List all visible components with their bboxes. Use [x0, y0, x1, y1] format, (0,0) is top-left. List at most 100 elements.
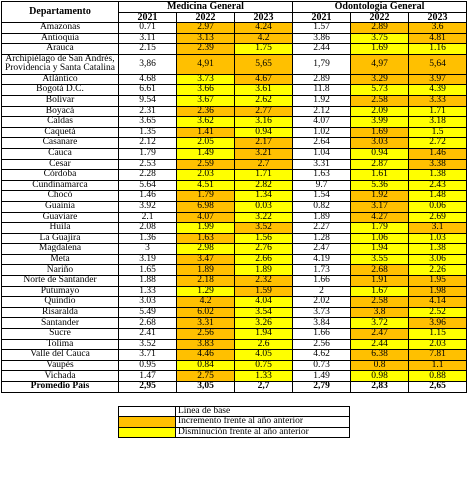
- value-cell: 1.36: [118, 232, 177, 245]
- value-cell: 1.59: [234, 285, 293, 298]
- department-cell: Tolima: [1, 338, 119, 351]
- value-cell: 4.51: [176, 179, 235, 192]
- table-row: Vaupés 0.95 0.84 0.75 0.73 0.8 1.1: [1, 359, 467, 372]
- value-cell: 3.66: [176, 84, 235, 96]
- value-cell: 1.5: [408, 126, 467, 139]
- table-row: Bolívar 9.54 3.67 2.62 1.92 2.58 3.33: [1, 94, 467, 107]
- value-cell: 2.76: [234, 243, 293, 255]
- value-cell: 11.8: [292, 84, 351, 96]
- value-cell: 1.46: [118, 190, 177, 202]
- value-cell: 2.68: [118, 317, 177, 330]
- value-cell: 2.03: [176, 169, 235, 181]
- value-cell: 2.03: [408, 338, 467, 351]
- value-cell: 2.89: [292, 73, 351, 86]
- value-cell: 2.97: [176, 22, 235, 34]
- value-cell: 2.72: [408, 137, 467, 149]
- value-cell: 3.6: [408, 22, 467, 34]
- value-cell: 2.27: [292, 222, 351, 234]
- table-row: Casanare 2.12 2.05 2.17 2.64 3.03 2.72: [1, 137, 467, 149]
- value-cell: 4.67: [234, 73, 293, 86]
- value-cell: 1.71: [408, 105, 467, 118]
- value-cell: 1.89: [292, 211, 351, 224]
- value-cell: 3.22: [234, 211, 293, 224]
- table-row: Huila 2.08 1.99 3.52 2.27 1.79 3.1: [1, 222, 467, 234]
- department-cell: Putumayo: [1, 285, 119, 298]
- table-row: Córdoba 2.28 2.03 1.71 1.63 1.61 1.38: [1, 169, 467, 181]
- department-cell: Amazonas: [1, 22, 119, 34]
- value-cell: 0.06: [408, 200, 467, 213]
- value-cell: 5.36: [350, 179, 409, 192]
- value-cell: 5.64: [118, 179, 177, 192]
- value-cell: 1.57: [292, 22, 351, 34]
- value-cell: 2.64: [292, 137, 351, 149]
- table-row: Arauca 2.15 2.39 1.75 2.44 1.69 1.16: [1, 43, 467, 55]
- value-cell: 1.89: [234, 264, 293, 277]
- value-cell: 1.69: [350, 43, 409, 55]
- value-cell: 2.69: [408, 211, 467, 224]
- table-row: Promedio País 2,95 3,05 2,7 2,79 2,83 2,65: [1, 381, 467, 393]
- value-cell: 4.24: [234, 22, 293, 34]
- department-cell: Santander: [1, 317, 119, 330]
- department-cell: Caldas: [1, 116, 119, 128]
- value-cell: 3.31: [292, 158, 351, 171]
- header-cell: 2021: [292, 11, 351, 24]
- table-row: Quindío 3.03 4.2 4.04 2.02 2.58 4.14: [1, 296, 467, 308]
- value-cell: 2.26: [408, 264, 467, 277]
- data-table: Departamento Medicina General Odontologí…: [1, 0, 467, 393]
- value-cell: 7.81: [408, 349, 467, 361]
- value-cell: 4.62: [292, 349, 351, 361]
- department-cell: Meta: [1, 253, 119, 266]
- table-row: Meta 3.19 3.47 2.66 4.19 3.55 3.06: [1, 253, 467, 266]
- value-cell: 2.32: [234, 275, 293, 287]
- table-row: Guaviare 2.1 4.07 3.22 1.89 4.27 2.69: [1, 211, 467, 224]
- value-cell: 1.73: [292, 264, 351, 277]
- value-cell: 0.03: [234, 200, 293, 213]
- value-cell: 1.88: [118, 275, 177, 287]
- value-cell: 0.98: [350, 370, 409, 382]
- table-row: Putumayo 1.33 1.29 1.59 2 1.67 1.98: [1, 285, 467, 298]
- value-cell: 3.1: [408, 222, 467, 234]
- value-cell: 3.17: [350, 200, 409, 213]
- value-cell: 4.81: [408, 32, 467, 45]
- value-cell: 5.49: [118, 306, 177, 319]
- value-cell: 0.88: [408, 370, 467, 382]
- department-cell: Cauca: [1, 147, 119, 160]
- table-row: Sucre 2.41 2.56 1.94 1.66 2.47 1.15: [1, 328, 467, 340]
- department-cell: La Guajira: [1, 232, 119, 245]
- value-cell: 2.44: [350, 338, 409, 351]
- value-cell: 3.19: [118, 253, 177, 266]
- value-cell: 3.99: [350, 116, 409, 128]
- value-cell: 1.38: [408, 243, 467, 255]
- value-cell: 1.15: [408, 328, 467, 340]
- header-cell: Medicina General: [118, 1, 293, 13]
- department-cell: Cundinamarca: [1, 179, 119, 192]
- department-cell: Atlántico: [1, 73, 119, 86]
- table-row: Antioquia 3.11 3.13 4.2 3.86 3.75 4.81: [1, 32, 467, 45]
- value-cell: 0.75: [234, 359, 293, 372]
- value-cell: 2.89: [350, 22, 409, 34]
- department-cell: Casanare: [1, 137, 119, 149]
- legend: Línea de base Incremento frente al año an…: [118, 405, 350, 439]
- value-cell: 4.07: [292, 116, 351, 128]
- value-cell: 2.44: [292, 43, 351, 55]
- value-cell: 1.46: [408, 147, 467, 160]
- value-cell: 2.66: [234, 253, 293, 266]
- value-cell: 4.14: [408, 296, 467, 308]
- value-cell: 2.58: [350, 296, 409, 308]
- table-row: Amazonas 0.71 2.97 4.24 1.57 2.89 3.6: [1, 22, 467, 34]
- value-cell: 4.39: [408, 84, 467, 96]
- value-cell: 3.13: [176, 32, 235, 45]
- value-cell: 5,65: [234, 53, 293, 75]
- value-cell: 2.28: [118, 169, 177, 181]
- table-row: Cesar 2.53 2.59 2.7 3.31 2.87 3.38: [1, 158, 467, 171]
- department-cell: Risaralda: [1, 306, 119, 319]
- value-cell: 4.2: [176, 296, 235, 308]
- value-cell: 1.91: [350, 275, 409, 287]
- table-row: Caquetá 1.35 1.41 0.94 1.02 1.69 1.5: [1, 126, 467, 139]
- department-cell: Norte de Santander: [1, 275, 119, 287]
- value-cell: 1.49: [176, 147, 235, 160]
- header-cell: 2021: [118, 11, 177, 24]
- legend-row: Incremento frente al año anterior: [118, 416, 350, 428]
- value-cell: 6.61: [118, 84, 177, 96]
- header-cell: 2022: [350, 11, 409, 24]
